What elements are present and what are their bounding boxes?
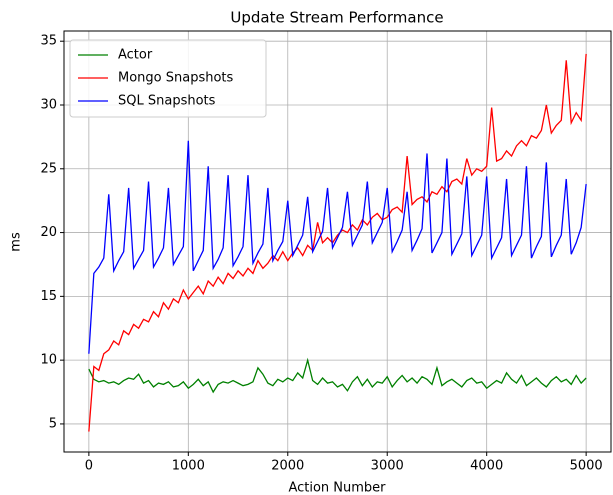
line-series [88,53,587,432]
y-tick-label: 25 [40,161,57,176]
y-tick-label: 35 [40,34,57,49]
chart-title: Update Stream Performance [230,9,443,27]
x-tick-label: 2000 [271,459,304,474]
y-tick-label: 30 [40,97,57,112]
y-tick-label: 10 [40,353,57,368]
x-axis-label: Action Number [288,481,386,495]
x-tick-label: 0 [85,459,93,474]
line-series [88,357,587,394]
x-tick-label: 1000 [172,459,205,474]
legend-label: Mongo Snapshots [118,71,234,86]
line-series [88,140,587,354]
legend-box [69,39,267,118]
y-axis-label: ms [9,232,24,252]
legend-label: SQL Snapshots [118,94,216,109]
x-tick-label: 3000 [371,459,404,474]
x-tick-label: 5000 [570,459,603,474]
y-tick-label: 5 [49,416,57,431]
y-tick-label: 20 [40,225,57,240]
plot-frame [63,30,612,453]
y-tick-label: 15 [40,289,57,304]
x-tick-label: 4000 [470,459,503,474]
legend-label: Actor [118,48,153,63]
